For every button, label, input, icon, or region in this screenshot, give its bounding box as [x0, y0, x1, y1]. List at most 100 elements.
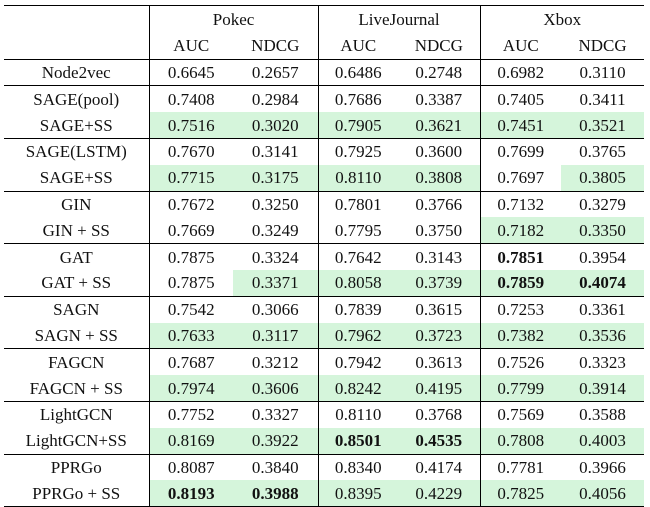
- model-name-cell: FAGCN + SS: [4, 375, 150, 402]
- model-name-cell: SAGN + SS: [4, 322, 150, 349]
- metric-value-cell: 0.7633: [149, 322, 233, 349]
- metric-value-cell: 0.8501: [318, 427, 399, 455]
- metric-value-cell: 0.7795: [334, 220, 382, 240]
- metric-value-cell: 0.6982: [480, 58, 562, 86]
- table-row: PPRGo + SS 0.8193 0.3988 0.8395 0.4229 0.7825…: [4, 480, 645, 507]
- model-name-cell: SAGE+SS: [4, 164, 150, 192]
- results-table: Pokec LiveJournal Xbox AUC NDCG AUC NDCG…: [4, 4, 645, 507]
- table-row: FAGCN + SS 0.7974 0.3606 0.8242 0.4195 0.7799…: [4, 375, 645, 402]
- metric-value-cell: 0.3324: [233, 243, 319, 270]
- model-name-cell: LightGCN: [4, 400, 150, 428]
- metric-value-cell: 0.7808: [480, 427, 562, 455]
- metric-value-cell: 0.7542: [149, 295, 233, 323]
- metric-value-cell: 0.8340: [318, 453, 399, 481]
- metric-value-cell: 0.4074: [561, 269, 645, 297]
- metric-value-cell: 0.6486: [318, 58, 399, 86]
- table-row: SAGE+SS 0.7516 0.3020 0.7905 0.3621 0.7451 0.3…: [4, 112, 645, 139]
- metric-value-cell: 0.3615: [398, 295, 481, 323]
- metric-value-cell: 0.7799: [480, 375, 562, 402]
- metric-value-cell: 0.7253: [480, 295, 562, 323]
- results-table-container: Pokec LiveJournal Xbox AUC NDCG AUC NDCG…: [4, 4, 645, 507]
- header-dataset-livejournal: LiveJournal: [318, 4, 481, 33]
- metric-value-cell: 0.3066: [233, 295, 319, 323]
- model-name-cell: SAGN: [4, 295, 150, 323]
- header-metric-ndcg: NDCG: [561, 32, 645, 60]
- metric-value-cell: 0.7974: [149, 375, 233, 402]
- metric-value-cell: 0.3765: [561, 137, 645, 165]
- table-row: Node2vec 0.6645 0.2657 0.6486 0.2748 0.6982 0.…: [4, 58, 645, 86]
- metric-value-cell: 0.7875: [149, 243, 233, 270]
- metric-value-cell: 0.7408: [149, 85, 233, 113]
- metric-value-cell: 0.7569: [480, 400, 562, 428]
- metric-value-cell: 0.3954: [561, 243, 645, 270]
- header-dataset-xbox: Xbox: [480, 4, 645, 33]
- metric-value-cell: 0.7839: [318, 295, 399, 323]
- metric-value-cell: 0.3613: [398, 348, 481, 376]
- metric-value-cell: 0.7942: [318, 348, 399, 376]
- table-row: SAGE(LSTM) 0.7670 0.3141 0.7925 0.3600 0.7699…: [4, 137, 645, 165]
- metric-value-cell: 0.3249: [233, 217, 319, 244]
- metric-value-cell: 0.8110: [318, 400, 399, 428]
- metric-value-cell: 0.7405: [480, 85, 562, 113]
- table-row: GIN + SS 0.7669 0.3249 0.7795 0.3750 0.7182 0.…: [4, 217, 645, 244]
- metric-value-cell: 0.3143: [398, 243, 481, 270]
- table-row: SAGE+SS 0.7715 0.3175 0.8110 0.3808 0.7697 0.3…: [4, 164, 645, 192]
- metric-value-cell: 0.2657: [233, 58, 319, 86]
- metric-value-cell: 0.7781: [480, 453, 562, 481]
- header-row-metrics: AUC NDCG AUC NDCG AUC NDCG: [4, 32, 645, 60]
- metric-value-cell: 0.7686: [318, 85, 399, 113]
- model-name-cell: GAT + SS: [4, 269, 150, 297]
- metric-value-cell: 0.3110: [561, 58, 645, 86]
- metric-value-cell: 0.3020: [233, 112, 319, 139]
- metric-value-cell: 0.7182: [480, 217, 562, 244]
- metric-value-cell: 0.7642: [318, 243, 399, 270]
- model-name-cell: GAT: [4, 243, 150, 270]
- table-row: LightGCN 0.7752 0.3327 0.8110 0.3768 0.7569 0.…: [4, 400, 645, 428]
- model-name-cell: SAGE+SS: [4, 112, 150, 139]
- table-row: FAGCN 0.7687 0.3212 0.7942 0.3613 0.7526 0.332…: [4, 348, 645, 376]
- model-name-cell: FAGCN: [4, 348, 150, 376]
- metric-value-cell: 0.7752: [149, 400, 233, 428]
- metric-value-cell: 0.3805: [561, 164, 645, 192]
- metric-value-cell: 0.8395: [318, 480, 399, 507]
- header-metric-auc: AUC: [318, 32, 399, 60]
- model-name-cell: SAGE(LSTM): [4, 137, 150, 165]
- metric-value-cell: 0.7851: [480, 243, 562, 270]
- model-name-cell: LightGCN+SS: [4, 427, 150, 455]
- metric-value-cell: 0.3766: [398, 190, 481, 218]
- metric-value-cell: 0.3739: [398, 269, 481, 297]
- header-metric-auc: AUC: [149, 32, 233, 60]
- model-name-cell: SAGE(pool): [4, 85, 150, 113]
- metric-value-cell: 0.3411: [561, 85, 645, 113]
- table-row: PPRGo 0.8087 0.3840 0.8340 0.4174 0.7781 0.396…: [4, 453, 645, 481]
- model-name-cell: PPRGo: [4, 453, 150, 481]
- metric-value-cell: 0.3175: [233, 164, 319, 192]
- metric-value-cell: 0.3323: [561, 348, 645, 376]
- table-row: LightGCN+SS 0.8169 0.3922 0.8501 0.4535 0.780…: [4, 427, 645, 455]
- model-name-cell: Node2vec: [4, 58, 150, 86]
- metric-value-cell: 0.4174: [398, 453, 481, 481]
- header-metric-ndcg: NDCG: [233, 32, 319, 60]
- table-row: GAT + SS 0.7875 0.3371 0.8058 0.3739 0.7859 0.…: [4, 269, 645, 297]
- metric-value-cell: 0.3536: [561, 322, 645, 349]
- metric-value-cell: 0.7859: [480, 269, 562, 297]
- metric-value-cell: 0.7672: [149, 190, 233, 218]
- metric-value-cell: 0.4229: [398, 480, 481, 507]
- metric-value-cell: 0.3768: [398, 400, 481, 428]
- metric-value-cell: 0.8058: [318, 269, 399, 297]
- metric-value-cell: 0.3600: [398, 137, 481, 165]
- metric-value-cell: 0.3922: [233, 427, 319, 455]
- model-name-cell: GIN + SS: [4, 217, 150, 244]
- table-row: SAGE(pool) 0.7408 0.2984 0.7686 0.3387 0.7405…: [4, 85, 645, 113]
- metric-value-cell: 0.4003: [561, 427, 645, 455]
- header-corner: [4, 4, 150, 33]
- metric-value-cell: 0.7132: [480, 190, 562, 218]
- metric-value-cell: 0.4195: [398, 375, 481, 402]
- metric-value-cell: 0.3250: [233, 190, 319, 218]
- metric-value-cell: 0.3588: [561, 400, 645, 428]
- table-row: SAGN + SS 0.7633 0.3117 0.7962 0.3723 0.7382 0…: [4, 322, 645, 349]
- metric-value-cell: 0.8110: [318, 164, 399, 192]
- metric-value-cell: 0.2984: [233, 85, 319, 113]
- metric-value-cell: 0.7715: [149, 164, 233, 192]
- metric-value-cell: 0.3606: [233, 375, 319, 402]
